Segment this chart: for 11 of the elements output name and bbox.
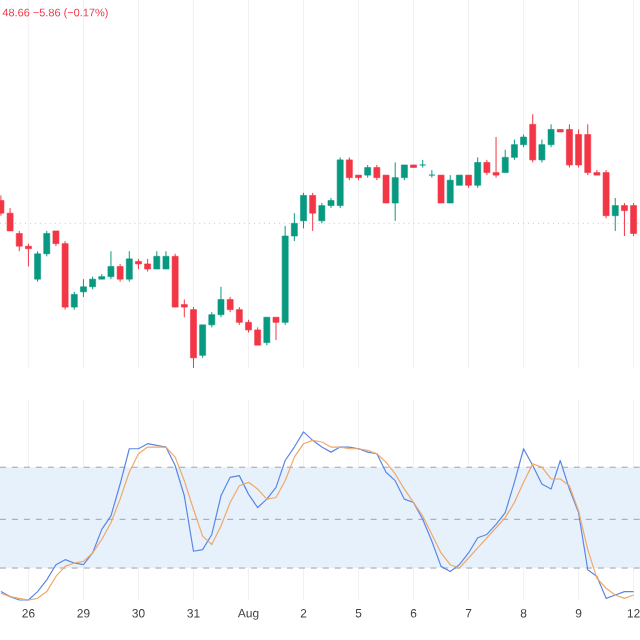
candlestick xyxy=(474,156,482,189)
candlestick xyxy=(428,169,436,179)
candlestick xyxy=(309,192,316,232)
candlestick xyxy=(272,316,280,341)
candlestick xyxy=(6,207,14,232)
candlestick xyxy=(437,174,445,204)
candlestick xyxy=(529,113,537,163)
candlestick xyxy=(611,197,619,232)
candlestick xyxy=(263,316,271,346)
candlestick xyxy=(300,192,307,229)
candlestick xyxy=(125,250,133,283)
